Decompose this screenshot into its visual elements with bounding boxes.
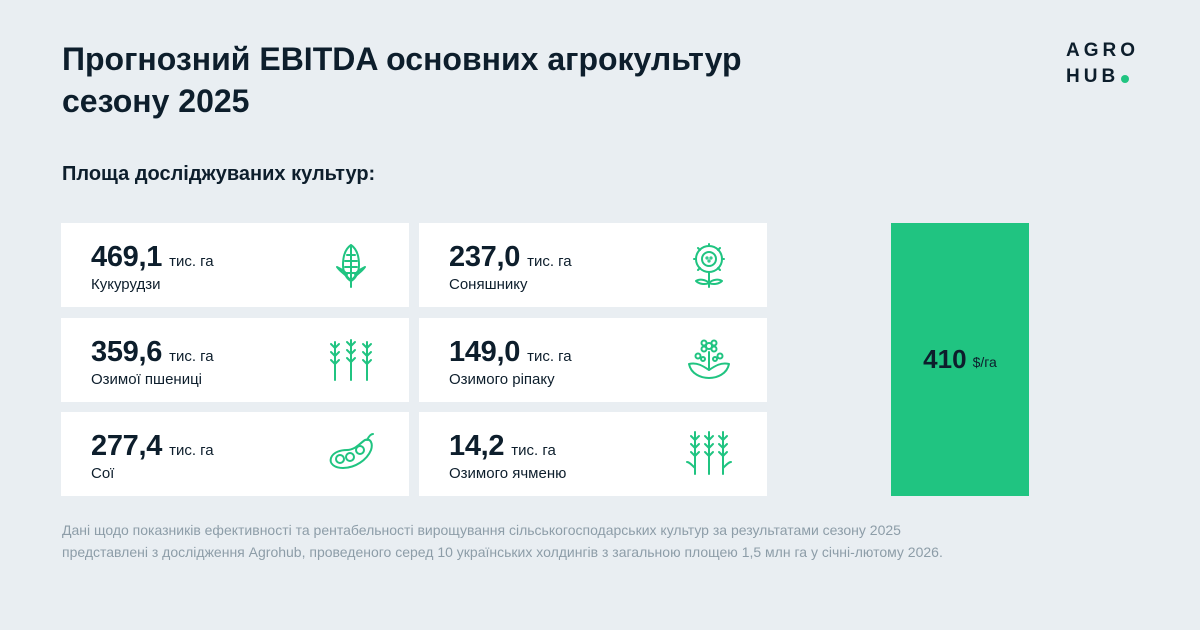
crop-unit: тис. га bbox=[511, 442, 556, 459]
crop-value: 237,0 bbox=[449, 241, 521, 273]
logo-line-2: HUB bbox=[1066, 66, 1120, 87]
corn-icon bbox=[325, 239, 377, 291]
crop-value: 277,4 bbox=[91, 430, 163, 462]
wheat-icon bbox=[325, 334, 377, 386]
crop-value: 359,6 bbox=[91, 336, 163, 368]
crop-label: Сої bbox=[91, 465, 115, 482]
crop-label: Озимої пшениці bbox=[91, 371, 202, 388]
crop-label: Озимого ячменю bbox=[449, 465, 567, 482]
section-subtitle: Площа досліджуваних культур: bbox=[62, 163, 376, 185]
crop-value: 14,2 bbox=[449, 430, 505, 462]
footnote-line-1: Дані щодо показників ефективності та рен… bbox=[62, 522, 901, 538]
crop-unit: тис. га bbox=[527, 253, 572, 270]
logo-line-1: AGRO bbox=[1066, 40, 1139, 61]
barley-icon bbox=[683, 428, 735, 480]
crop-label: Озимого ріпаку bbox=[449, 371, 555, 388]
rapeseed-icon bbox=[683, 334, 735, 386]
crop-card-rapeseed: 149,0 тис. га Озимого ріпаку bbox=[419, 318, 767, 402]
ebitda-panel: 410 $/га bbox=[891, 223, 1029, 496]
crop-unit: тис. га bbox=[169, 253, 214, 270]
crop-value: 469,1 bbox=[91, 241, 163, 273]
crop-unit: тис. га bbox=[527, 348, 572, 365]
crop-label: Кукурудзи bbox=[91, 276, 161, 293]
soybean-icon bbox=[325, 428, 377, 480]
crop-label: Соняшнику bbox=[449, 276, 528, 293]
crop-card-corn: 469,1 тис. га Кукурудзи bbox=[61, 223, 409, 307]
crop-card-soybean: 277,4 тис. га Сої bbox=[61, 412, 409, 496]
title-line-1: Прогнозний EBITDA основних агрокультур bbox=[62, 41, 742, 77]
agrohub-logo: AGRO HUB bbox=[1066, 38, 1156, 90]
crop-unit: тис. га bbox=[169, 442, 214, 459]
sunflower-icon bbox=[683, 239, 735, 291]
ebitda-value: 410 bbox=[923, 344, 967, 374]
crop-unit: тис. га bbox=[169, 348, 214, 365]
footnote: Дані щодо показників ефективності та рен… bbox=[62, 519, 1142, 563]
ebitda-unit: $/га bbox=[972, 353, 997, 370]
crop-card-barley: 14,2 тис. га Озимого ячменю bbox=[419, 412, 767, 496]
crop-card-sunflower: 237,0 тис. га Соняшнику bbox=[419, 223, 767, 307]
logo-dot bbox=[1121, 74, 1130, 83]
title-line-2: сезону 2025 bbox=[62, 83, 250, 119]
crop-value: 149,0 bbox=[449, 336, 521, 368]
crop-card-wheat: 359,6 тис. га Озимої пшениці bbox=[61, 318, 409, 402]
footnote-line-2: представлені з дослідження Agrohub, пров… bbox=[62, 544, 943, 560]
page-title: Прогнозний EBITDA основних агрокультур с… bbox=[62, 38, 822, 122]
